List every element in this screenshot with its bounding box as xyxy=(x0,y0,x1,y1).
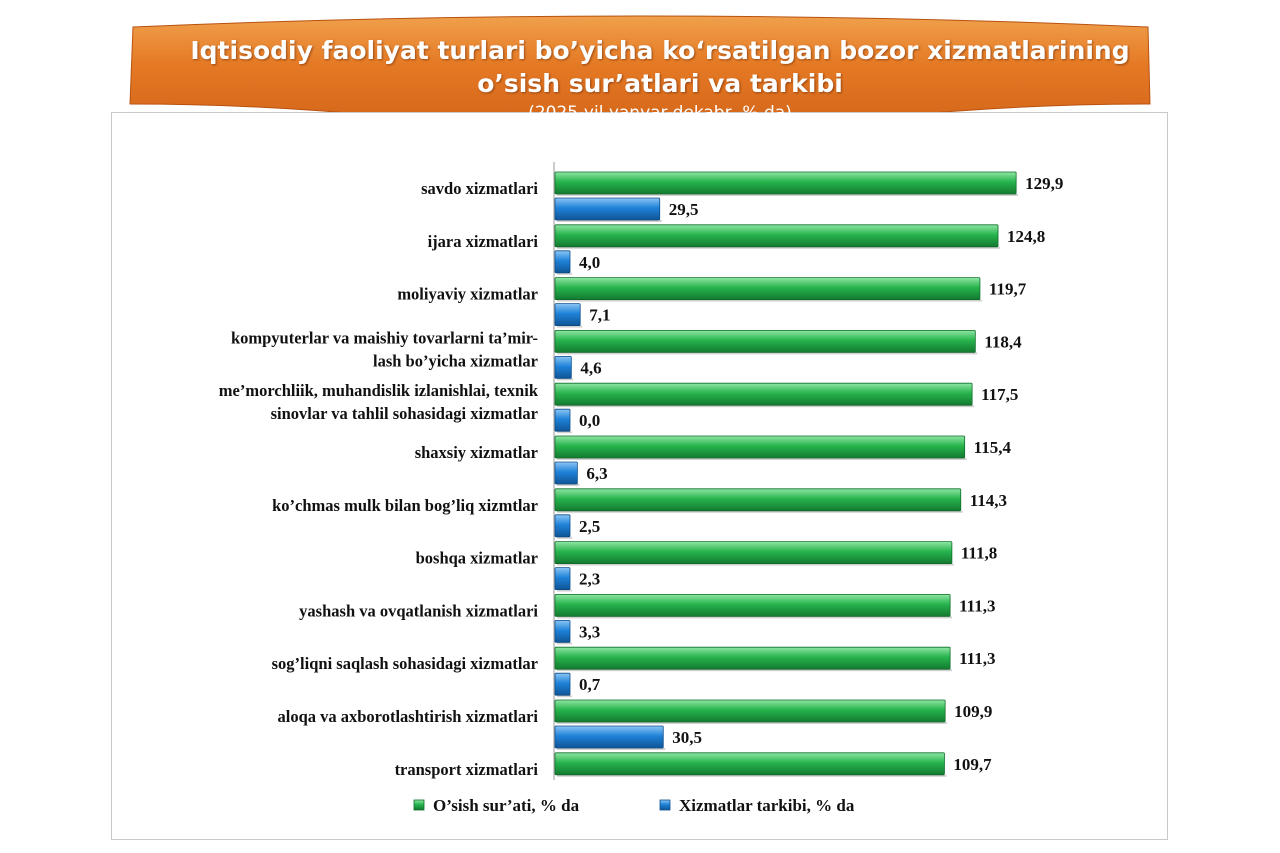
bar-shadow xyxy=(557,431,572,434)
share-bar xyxy=(554,567,571,590)
share-bar xyxy=(554,197,661,221)
share-value-label: 6,3 xyxy=(586,464,607,483)
category-label: ijara xizmatlari xyxy=(428,232,539,251)
category-label: kompyuterlar va maishiy tovarlarni ta’mi… xyxy=(231,328,538,347)
legend-swatch-growth xyxy=(413,799,425,811)
bar-shadow xyxy=(557,642,572,645)
chart-title-line-1: Iqtisodiy faoliyat turlari bo’yicha koʻr… xyxy=(190,36,1130,65)
share-value-label: 30,5 xyxy=(672,728,702,747)
bar-shadow xyxy=(557,695,572,698)
growth-bar xyxy=(554,699,946,723)
growth-bar xyxy=(554,171,1017,195)
bar-shadow xyxy=(557,194,1019,196)
growth-bar xyxy=(554,752,945,776)
growth-value-label: 114,3 xyxy=(970,491,1007,510)
growth-value-label: 111,8 xyxy=(961,544,997,563)
bar-shadow xyxy=(557,272,572,275)
category-label: yashash va ovqatlanish xizmatlari xyxy=(299,601,538,620)
share-bar xyxy=(554,514,571,538)
bar-shadow xyxy=(557,748,666,750)
growth-value-label: 109,9 xyxy=(954,702,992,721)
category-label: moliyaviy xizmatlar xyxy=(397,285,538,304)
growth-value-label: 115,4 xyxy=(974,438,1012,457)
category-label: sinovlar va tahlil sohasidagi xizmatlar xyxy=(271,404,538,423)
category-label: sog’liqni saqlash sohasidagi xizmatlar xyxy=(272,654,538,673)
share-value-label: 7,1 xyxy=(589,306,610,325)
growth-value-label: 117,5 xyxy=(981,385,1018,404)
legend-swatch-share xyxy=(659,799,671,811)
category-label: boshqa xizmatlar xyxy=(416,549,538,568)
chart-title-line-2: o’sish sur’atlari va tarkibi xyxy=(477,69,843,98)
growth-bar xyxy=(554,541,953,564)
bar-shadow xyxy=(557,563,954,566)
category-label: lash bo’yicha xizmatlar xyxy=(373,351,538,370)
bar-shadow xyxy=(557,352,978,355)
chart-subtitle: (2025-yil yanvar-dekabr, % da) xyxy=(528,103,792,123)
category-label: savdo xizmatlari xyxy=(421,179,538,198)
bar-shadow xyxy=(557,458,967,460)
share-bar xyxy=(554,620,571,643)
growth-value-label: 111,3 xyxy=(959,649,995,668)
category-label: ko’chmas mulk bilan bog’liq xizmtlar xyxy=(272,496,538,515)
share-value-label: 2,5 xyxy=(579,517,600,536)
bar-shadow xyxy=(557,484,580,486)
growth-value-label: 109,7 xyxy=(953,755,992,774)
share-bar xyxy=(554,672,571,696)
bar-shadow xyxy=(557,536,572,539)
title-block: Iqtisodiy faoliyat turlari bo’yicha koʻr… xyxy=(140,34,1180,125)
growth-value-label: 111,3 xyxy=(959,596,995,615)
bar-shadow xyxy=(557,299,982,302)
share-value-label: 4,6 xyxy=(580,358,601,377)
bar-shadow xyxy=(557,246,1001,249)
growth-bar xyxy=(554,435,966,459)
growth-value-label: 118,4 xyxy=(984,332,1022,351)
legend-label-growth: O’sish sur’ati, % da xyxy=(433,796,580,815)
bar-shadow xyxy=(557,616,953,619)
bar-shadow xyxy=(557,378,574,381)
bar-shadow xyxy=(557,722,948,724)
growth-bar xyxy=(554,646,951,670)
growth-bar xyxy=(554,594,951,617)
share-value-label: 2,3 xyxy=(579,570,600,589)
bar-shadow xyxy=(557,220,662,222)
bar-shadow xyxy=(557,589,572,592)
share-bar xyxy=(554,355,572,379)
growth-bar xyxy=(554,224,999,248)
growth-bar xyxy=(554,329,976,353)
share-value-label: 0,7 xyxy=(579,675,601,694)
share-value-label: 0,0 xyxy=(579,411,600,430)
growth-value-label: 129,9 xyxy=(1025,174,1063,193)
share-bar xyxy=(554,250,571,274)
bar-shadow xyxy=(557,325,583,328)
bar-shadow xyxy=(557,510,963,513)
share-bar xyxy=(554,408,571,432)
share-bar xyxy=(554,461,578,485)
share-bar xyxy=(554,303,581,327)
share-value-label: 29,5 xyxy=(669,200,699,219)
growth-bar xyxy=(554,382,973,406)
bar-shadow xyxy=(557,669,953,672)
bar-shadow xyxy=(557,405,975,408)
growth-bar xyxy=(554,488,962,512)
growth-bar xyxy=(554,277,981,301)
category-label: transport xizmatlari xyxy=(395,760,539,779)
share-value-label: 3,3 xyxy=(579,622,600,641)
category-label: shaxsiy xizmatlar xyxy=(415,443,538,462)
legend-label-share: Xizmatlar tarkibi, % da xyxy=(679,796,855,815)
share-value-label: 4,0 xyxy=(579,253,600,272)
category-label: me’morchliik, muhandislik izlanishlai, t… xyxy=(219,381,539,400)
growth-value-label: 124,8 xyxy=(1007,227,1045,246)
bar-shadow xyxy=(557,774,947,777)
share-bar xyxy=(554,725,664,749)
category-label: aloqa va axborotlashtirish xizmatlari xyxy=(278,707,539,726)
growth-value-label: 119,7 xyxy=(989,280,1027,299)
